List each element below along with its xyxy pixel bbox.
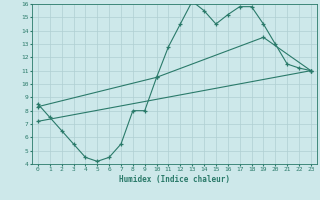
X-axis label: Humidex (Indice chaleur): Humidex (Indice chaleur) [119,175,230,184]
